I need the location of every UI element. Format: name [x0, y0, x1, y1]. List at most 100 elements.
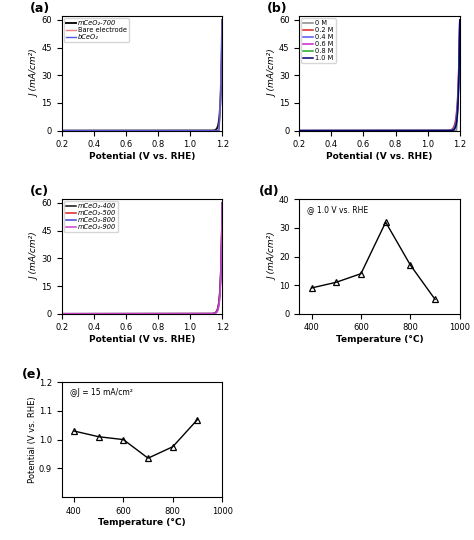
Line: bCeO₂: bCeO₂	[62, 20, 222, 131]
0.8 M	[296, 127, 302, 134]
Text: (e): (e)	[21, 368, 42, 381]
mCeO₂-700	[124, 127, 129, 134]
0 M	[407, 127, 412, 134]
0.2 M	[296, 127, 302, 134]
Y-axis label: J (mA/cm²): J (mA/cm²)	[268, 233, 277, 280]
Text: (c): (c)	[29, 185, 49, 198]
Y-axis label: J (mA/cm²): J (mA/cm²)	[268, 50, 277, 97]
mCeO₂-500	[129, 310, 135, 317]
Line: 1.0 M: 1.0 M	[299, 20, 460, 131]
0.8 M	[421, 127, 427, 134]
Bare electrode	[169, 127, 175, 134]
1.0 M	[457, 17, 463, 23]
mCeO₂-700	[187, 127, 192, 134]
0 M	[367, 127, 373, 134]
0 M	[313, 127, 319, 134]
0.6 M	[425, 127, 430, 134]
mCeO₂-800	[169, 310, 175, 317]
mCeO₂-900	[219, 200, 225, 206]
mCeO₂-900	[129, 310, 135, 317]
X-axis label: Temperature (°C): Temperature (°C)	[98, 518, 186, 527]
0.8 M	[313, 127, 319, 134]
0 M	[296, 127, 302, 134]
mCeO₂-400	[187, 310, 192, 317]
0 M	[457, 17, 463, 23]
1.0 M	[296, 127, 302, 134]
bCeO₂	[184, 127, 190, 134]
mCeO₂-500	[124, 310, 129, 317]
mCeO₂-900	[184, 310, 190, 317]
mCeO₂-900	[187, 310, 192, 317]
mCeO₂-500	[187, 310, 192, 317]
mCeO₂-800	[187, 310, 192, 317]
mCeO₂-800	[184, 310, 190, 317]
mCeO₂-400	[129, 310, 135, 317]
mCeO₂-800	[59, 310, 64, 317]
0.4 M	[361, 127, 367, 134]
mCeO₂-400	[75, 310, 81, 317]
mCeO₂-500	[219, 200, 225, 206]
0.2 M	[421, 127, 427, 134]
Line: 0.6 M: 0.6 M	[299, 20, 460, 131]
Legend: mCeO₂-700, Bare electrode, bCeO₂: mCeO₂-700, Bare electrode, bCeO₂	[64, 18, 128, 42]
Line: mCeO₂-700: mCeO₂-700	[62, 20, 222, 131]
Line: mCeO₂-800: mCeO₂-800	[62, 203, 222, 314]
Bare electrode	[129, 127, 135, 134]
Line: Bare electrode: Bare electrode	[62, 20, 222, 131]
0 M	[361, 127, 367, 134]
Line: mCeO₂-900: mCeO₂-900	[62, 203, 222, 314]
mCeO₂-400	[219, 200, 225, 206]
mCeO₂-500	[59, 310, 64, 317]
0.6 M	[296, 127, 302, 134]
0.2 M	[407, 127, 412, 134]
Line: mCeO₂-400: mCeO₂-400	[62, 203, 222, 314]
mCeO₂-700	[184, 127, 190, 134]
mCeO₂-700	[59, 127, 64, 134]
0.2 M	[367, 127, 373, 134]
0.4 M	[407, 127, 412, 134]
mCeO₂-800	[124, 310, 129, 317]
0.8 M	[367, 127, 373, 134]
mCeO₂-400	[124, 310, 129, 317]
0.8 M	[361, 127, 367, 134]
0.6 M	[313, 127, 319, 134]
0 M	[425, 127, 430, 134]
mCeO₂-900	[59, 310, 64, 317]
1.0 M	[425, 127, 430, 134]
0.4 M	[313, 127, 319, 134]
1.0 M	[407, 127, 412, 134]
Text: (b): (b)	[267, 2, 288, 15]
0.2 M	[425, 127, 430, 134]
mCeO₂-900	[169, 310, 175, 317]
1.0 M	[313, 127, 319, 134]
0.6 M	[407, 127, 412, 134]
Line: mCeO₂-500: mCeO₂-500	[62, 203, 222, 314]
X-axis label: Potential (V vs. RHE): Potential (V vs. RHE)	[326, 152, 433, 161]
mCeO₂-900	[124, 310, 129, 317]
mCeO₂-800	[129, 310, 135, 317]
mCeO₂-500	[75, 310, 81, 317]
0.6 M	[367, 127, 373, 134]
0.4 M	[367, 127, 373, 134]
X-axis label: Potential (V vs. RHE): Potential (V vs. RHE)	[89, 152, 195, 161]
0.4 M	[425, 127, 430, 134]
mCeO₂-700	[129, 127, 135, 134]
mCeO₂-500	[184, 310, 190, 317]
Legend: mCeO₂-400, mCeO₂-500, mCeO₂-800, mCeO₂-900: mCeO₂-400, mCeO₂-500, mCeO₂-800, mCeO₂-9…	[64, 201, 118, 232]
bCeO₂	[129, 127, 135, 134]
mCeO₂-800	[219, 200, 225, 206]
Y-axis label: J (mA/cm²): J (mA/cm²)	[31, 50, 40, 97]
0.6 M	[361, 127, 367, 134]
Line: 0.4 M: 0.4 M	[299, 20, 460, 131]
mCeO₂-500	[169, 310, 175, 317]
Line: 0 M: 0 M	[299, 20, 460, 131]
0.2 M	[457, 17, 463, 23]
Y-axis label: J (mA/cm²): J (mA/cm²)	[31, 233, 40, 280]
X-axis label: Temperature (°C): Temperature (°C)	[336, 335, 423, 344]
Text: (a): (a)	[29, 2, 50, 15]
Legend: 0 M, 0.2 M, 0.4 M, 0.6 M, 0.8 M, 1.0 M: 0 M, 0.2 M, 0.4 M, 0.6 M, 0.8 M, 1.0 M	[301, 18, 336, 63]
bCeO₂	[187, 127, 192, 134]
1.0 M	[361, 127, 367, 134]
0.8 M	[457, 17, 463, 23]
0.6 M	[421, 127, 427, 134]
